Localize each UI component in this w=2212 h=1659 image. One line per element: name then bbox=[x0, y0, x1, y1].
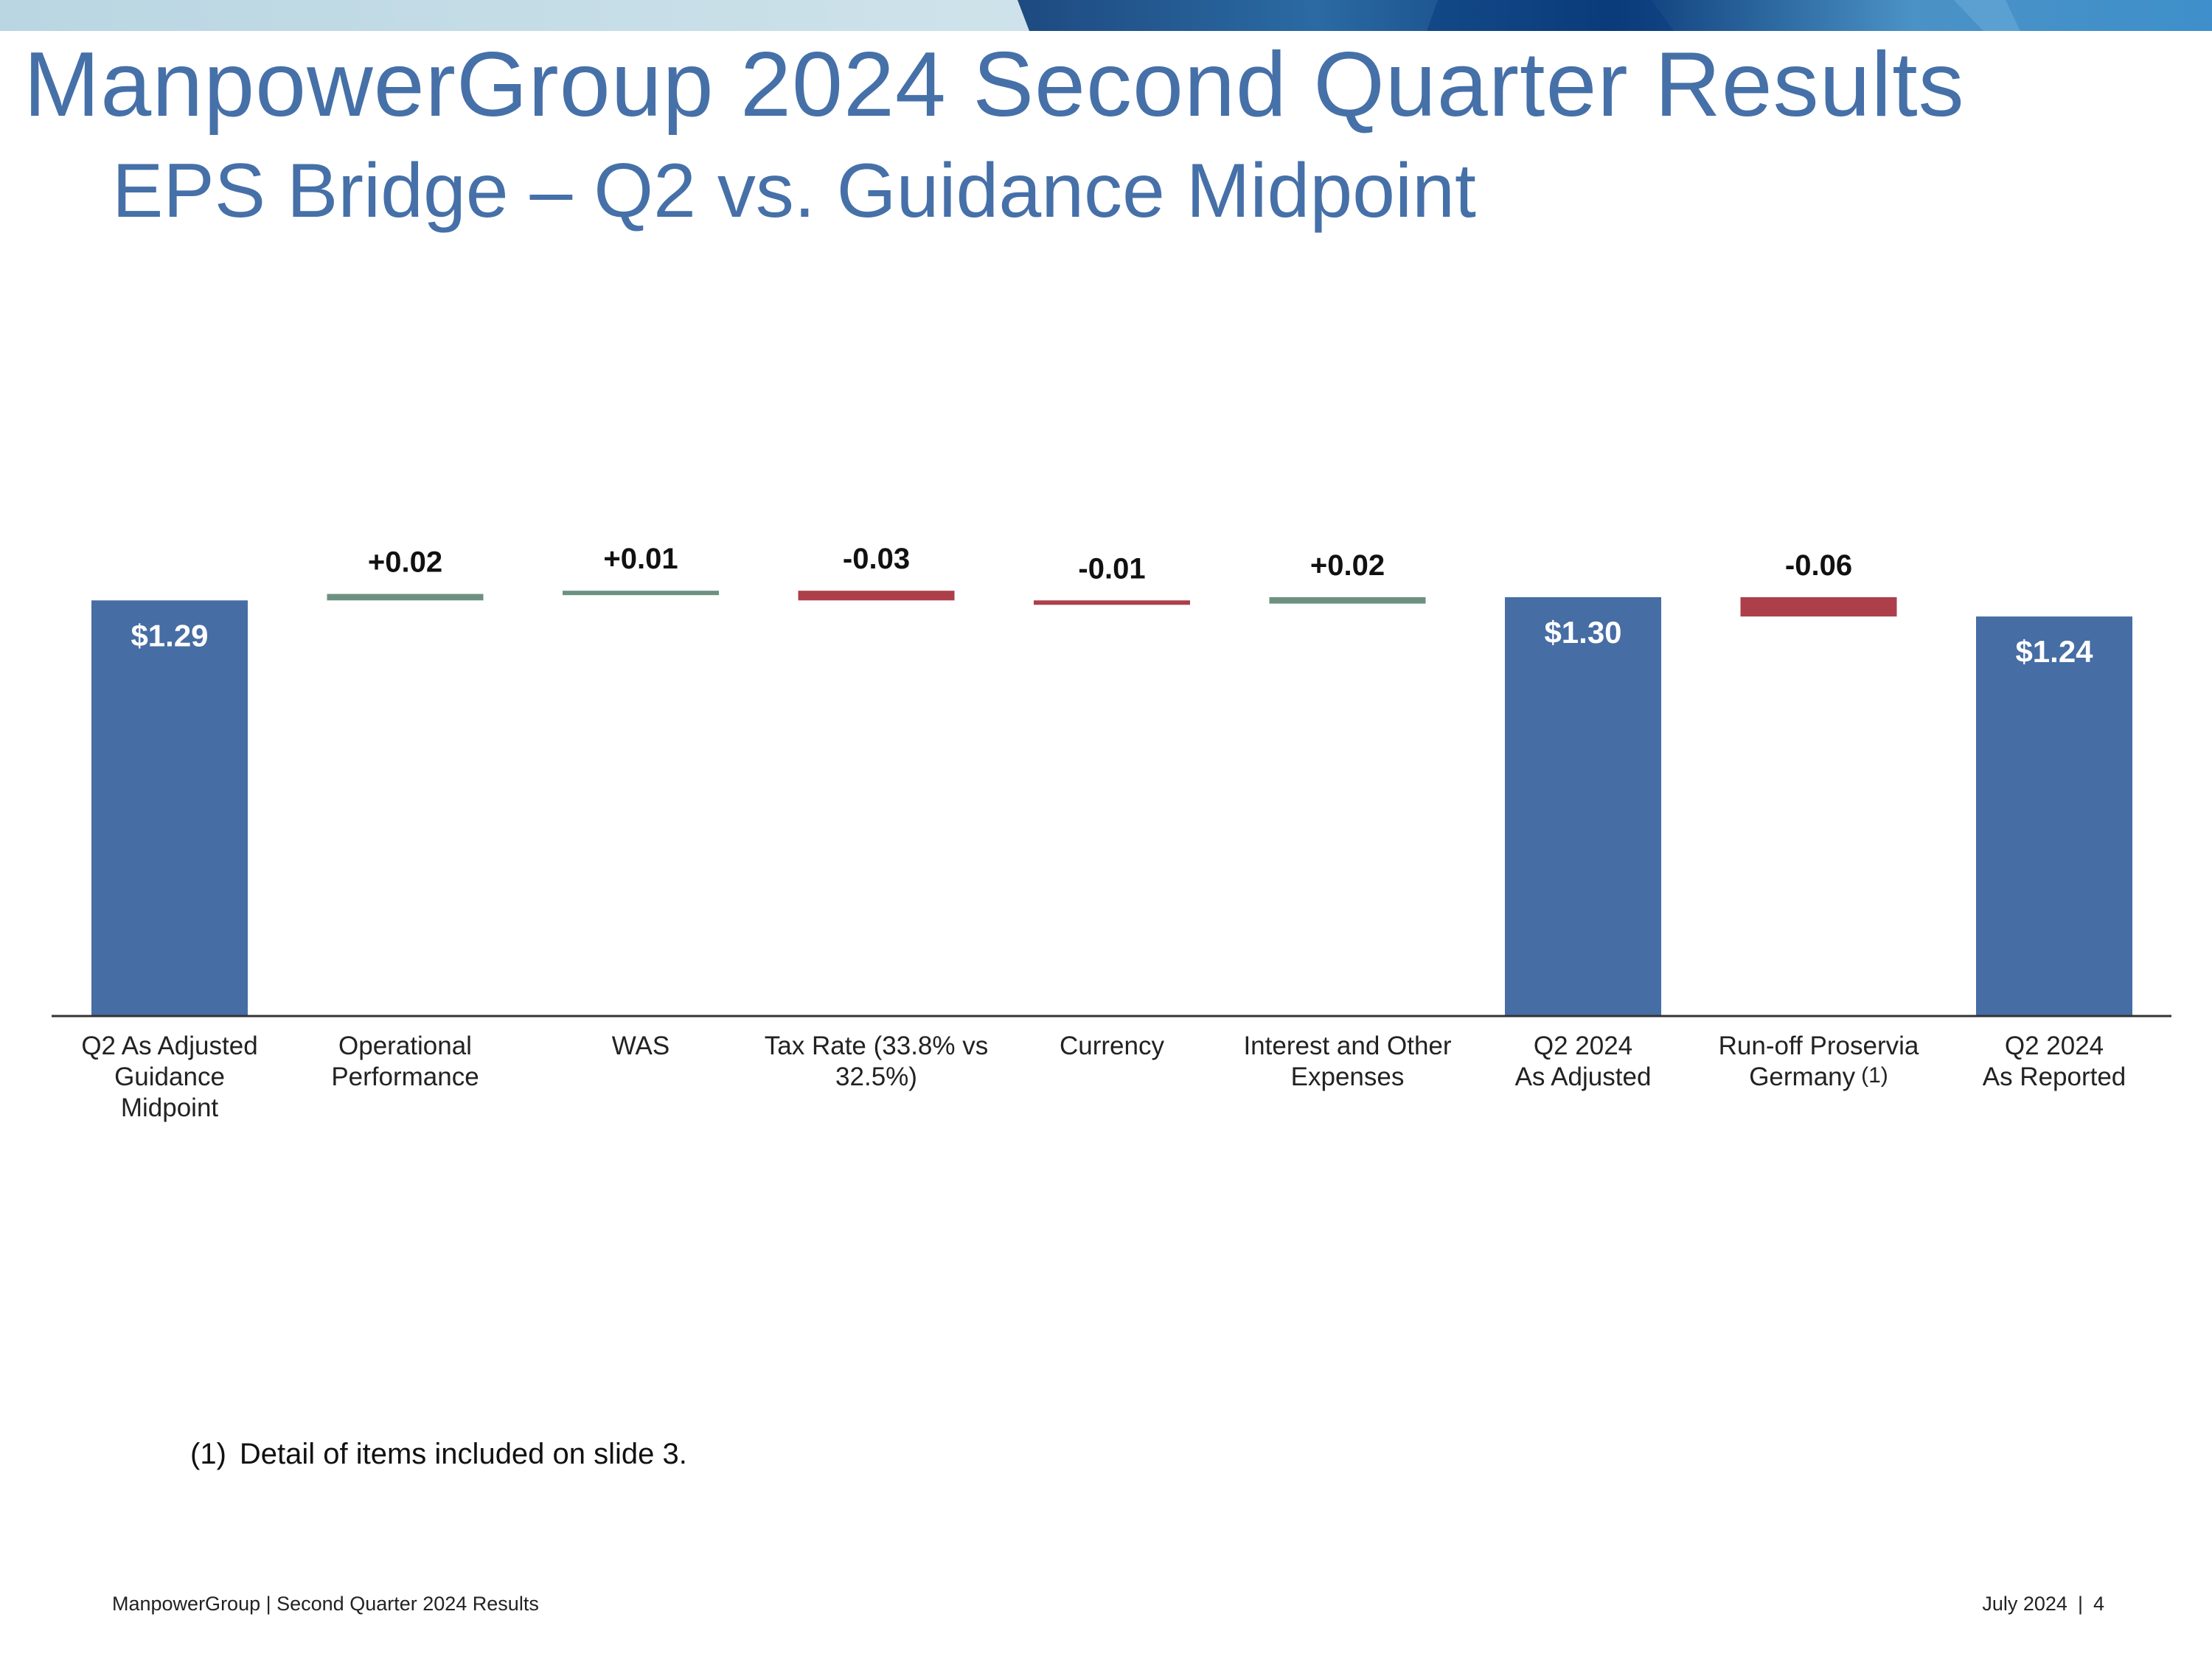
data-label-4: -0.03 bbox=[843, 543, 910, 575]
footnote-marker: (1) bbox=[190, 1438, 226, 1470]
top-band-gradient bbox=[0, 0, 2212, 31]
category-label-1: Q2 As Adjusted Guidance Midpoint bbox=[81, 1032, 257, 1122]
data-label-8: -0.06 bbox=[1785, 549, 1852, 582]
footnote: (1) Detail of items included on slide 3. bbox=[190, 1438, 687, 1471]
category-label-5: Currency bbox=[1060, 1032, 1164, 1060]
category-label-9: Q2 2024 As Reported bbox=[1983, 1032, 2126, 1091]
bar-8 bbox=[1740, 597, 1897, 617]
page-number: 4 bbox=[2093, 1593, 2104, 1615]
bar-9 bbox=[1976, 616, 2132, 1016]
bar-1 bbox=[91, 600, 248, 1016]
top-decorative-band bbox=[0, 0, 2212, 31]
category-label-8: Run-off Proservia Germany (1) bbox=[1719, 1032, 1919, 1091]
bar-6 bbox=[1269, 597, 1426, 604]
bar-3 bbox=[563, 591, 719, 596]
bar-4 bbox=[798, 591, 955, 601]
footer-right: July 2024 | 4 bbox=[1982, 1593, 2104, 1615]
category-label-4: Tax Rate (33.8% vs 32.5%) bbox=[765, 1032, 988, 1091]
footer-left: ManpowerGroup | Second Quarter 2024 Resu… bbox=[112, 1593, 539, 1615]
category-label-6: Interest and Other Expenses bbox=[1243, 1032, 1451, 1091]
data-label-7: $1.30 bbox=[1544, 615, 1621, 650]
bar-2 bbox=[327, 594, 484, 601]
eps-bridge-chart: $1.29 Q2 As Adjusted Guidance Midpoint +0.02… bbox=[52, 543, 2171, 1122]
data-label-9: $1.24 bbox=[2015, 634, 2093, 669]
category-label-2: Operational Performance bbox=[331, 1032, 479, 1091]
bar-7 bbox=[1505, 597, 1661, 1016]
data-label-3: +0.01 bbox=[603, 543, 678, 575]
data-label-6: +0.02 bbox=[1310, 549, 1385, 582]
bar-5 bbox=[1034, 600, 1190, 605]
footnote-text: Detail of items included on slide 3. bbox=[239, 1438, 687, 1470]
footer-date: July 2024 bbox=[1982, 1593, 2067, 1615]
footer-separator: | bbox=[2077, 1593, 2083, 1615]
page-subtitle: EPS Bridge – Q2 vs. Guidance Midpoint bbox=[112, 148, 1476, 234]
page-title: ManpowerGroup 2024 Second Quarter Result… bbox=[24, 34, 1965, 136]
data-label-2: +0.02 bbox=[368, 546, 442, 579]
category-label-7: Q2 2024 As Adjusted bbox=[1515, 1032, 1652, 1091]
data-label-5: -0.01 bbox=[1078, 552, 1145, 585]
category-label-3: WAS bbox=[612, 1032, 669, 1060]
footnote-ref-marker: (1) bbox=[1861, 1063, 1888, 1088]
data-label-1: $1.29 bbox=[131, 618, 208, 653]
